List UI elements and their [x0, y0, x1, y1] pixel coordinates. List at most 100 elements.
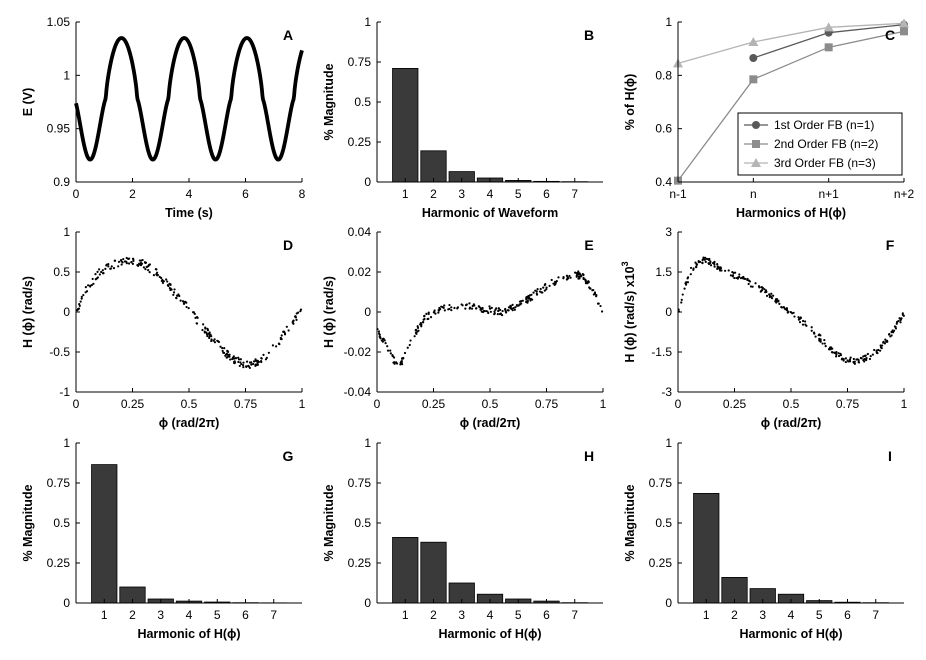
x-tick-label: 0.5	[783, 397, 800, 411]
scatter-point	[852, 357, 855, 361]
scatter-point	[729, 274, 733, 277]
scatter-point	[206, 334, 209, 338]
scatter-point	[121, 261, 124, 264]
panel-e: -0.04 -0.02 0 0.02 0.04 0 0.25 0.5 0.75 1 Eϕ (rad/…	[322, 225, 607, 430]
scatter-point	[526, 299, 529, 303]
scatter-point	[587, 280, 590, 283]
scatter-point	[209, 333, 212, 336]
y-tick-label: 1.05	[47, 15, 71, 29]
x-tick-label: 5	[515, 187, 522, 201]
bar-1	[392, 68, 419, 183]
scatter-point	[142, 266, 146, 269]
scatter-point	[494, 308, 497, 311]
scatter-point	[280, 334, 283, 337]
y-tick-label: 1	[665, 15, 672, 29]
scatter-point	[448, 303, 451, 307]
x-tick-label: n+1	[818, 187, 839, 201]
scatter-point	[285, 325, 288, 328]
scatter-point	[869, 355, 872, 358]
scatter-point	[120, 263, 123, 266]
bar-2	[721, 577, 748, 604]
scatter-point	[860, 357, 863, 360]
scatter-point	[810, 329, 813, 332]
scatter-point	[416, 325, 419, 328]
panel-f: -3 -1.5 0 1.5 3 0 0.25 0.5 0.75 1 Fϕ (rad/2π) H (ϕ)…	[620, 225, 908, 430]
x-axis-label: Harmonic of H(ϕ)	[739, 627, 842, 641]
scatter-point	[785, 309, 789, 312]
scatter-point	[401, 357, 405, 360]
scatter-point	[432, 311, 435, 314]
x-axis-label: ϕ (rad/2π)	[761, 416, 822, 430]
x-tick-label: 5	[515, 608, 522, 622]
scatter-point	[94, 272, 97, 276]
scatter-point	[237, 358, 241, 361]
scatter-point	[130, 261, 133, 264]
y-axis-label: H (ϕ) (rad/s) x103	[620, 261, 637, 362]
panel-letter: E	[584, 237, 593, 253]
scatter-point	[818, 333, 821, 336]
bar-1	[91, 464, 118, 604]
x-tick-label: 1	[703, 608, 710, 622]
y-tick-label: 0.02	[348, 265, 372, 279]
scatter-point	[101, 269, 104, 272]
scatter-point	[212, 339, 215, 342]
scatter-point	[535, 292, 538, 295]
y-tick-label: 0.6	[655, 122, 672, 136]
panel-a: 0.9 0.95 1 1.05 0 2 4 6 8 A Time (s) E (V)	[21, 15, 306, 220]
scatter-point	[545, 288, 548, 291]
x-tick-label: 1	[600, 397, 607, 411]
scatter-point	[724, 269, 727, 272]
scatter-point	[250, 361, 253, 364]
scatter-point	[437, 311, 440, 314]
scatter-point	[780, 306, 784, 309]
scatter-point	[413, 335, 416, 338]
x-tick-label: 5	[214, 608, 221, 622]
scatter-point	[233, 361, 237, 364]
y-tick-label: 0.75	[649, 476, 673, 490]
scatter-point	[137, 264, 140, 267]
scatter-point	[520, 300, 523, 303]
scatter-point	[438, 306, 441, 310]
x-tick-label: 3	[458, 187, 465, 201]
scatter-point	[759, 290, 762, 293]
scatter-point	[416, 326, 420, 329]
x-axis-label: Harmonic of H(ϕ)	[438, 627, 541, 641]
scatter-point	[291, 320, 294, 323]
y-tick-label: -0.5	[49, 345, 70, 359]
scatter-point	[774, 299, 778, 302]
scatter-point	[377, 330, 381, 333]
scatter-point	[735, 276, 738, 280]
scatter-point	[548, 284, 551, 287]
y-tick-label: 3	[665, 225, 672, 239]
scatter-point	[87, 284, 90, 287]
scatter-point	[245, 365, 248, 368]
scatter-point	[680, 301, 683, 304]
scatter-point	[113, 259, 116, 262]
series-2-point	[749, 75, 758, 84]
scatter-point	[887, 333, 891, 336]
series-2-point	[900, 27, 908, 36]
scatter-point	[899, 321, 902, 324]
scatter-point	[505, 311, 508, 314]
scatter-point	[516, 304, 519, 307]
scatter-point	[500, 314, 504, 317]
scatter-point	[771, 294, 775, 297]
x-tick-label: 0	[374, 397, 381, 411]
scatter-point	[823, 338, 826, 342]
scatter-point	[158, 275, 161, 278]
scatter-point	[844, 357, 847, 360]
scatter-point	[791, 312, 794, 315]
panel-d: -1 -0.5 0 0.5 1 0 0.25 0.5 0.75 1 Dϕ (rad/2π) H (ϕ)…	[21, 225, 306, 430]
scatter-point	[576, 271, 579, 275]
scatter-point	[875, 350, 878, 353]
panel-c: 0.4 0.6 0.8 1 n-1 n n+1 n+2 C Harmonics of H(ϕ) % …	[623, 15, 915, 220]
scatter-point	[166, 280, 169, 283]
y-tick-label: 0	[665, 305, 672, 319]
scatter-point	[799, 316, 802, 319]
scatter-point	[471, 304, 474, 308]
scatter-point	[427, 311, 430, 314]
scatter-point	[489, 310, 492, 313]
scatter-point	[749, 285, 753, 288]
scatter-point	[160, 279, 163, 283]
scatter-point	[566, 277, 569, 281]
